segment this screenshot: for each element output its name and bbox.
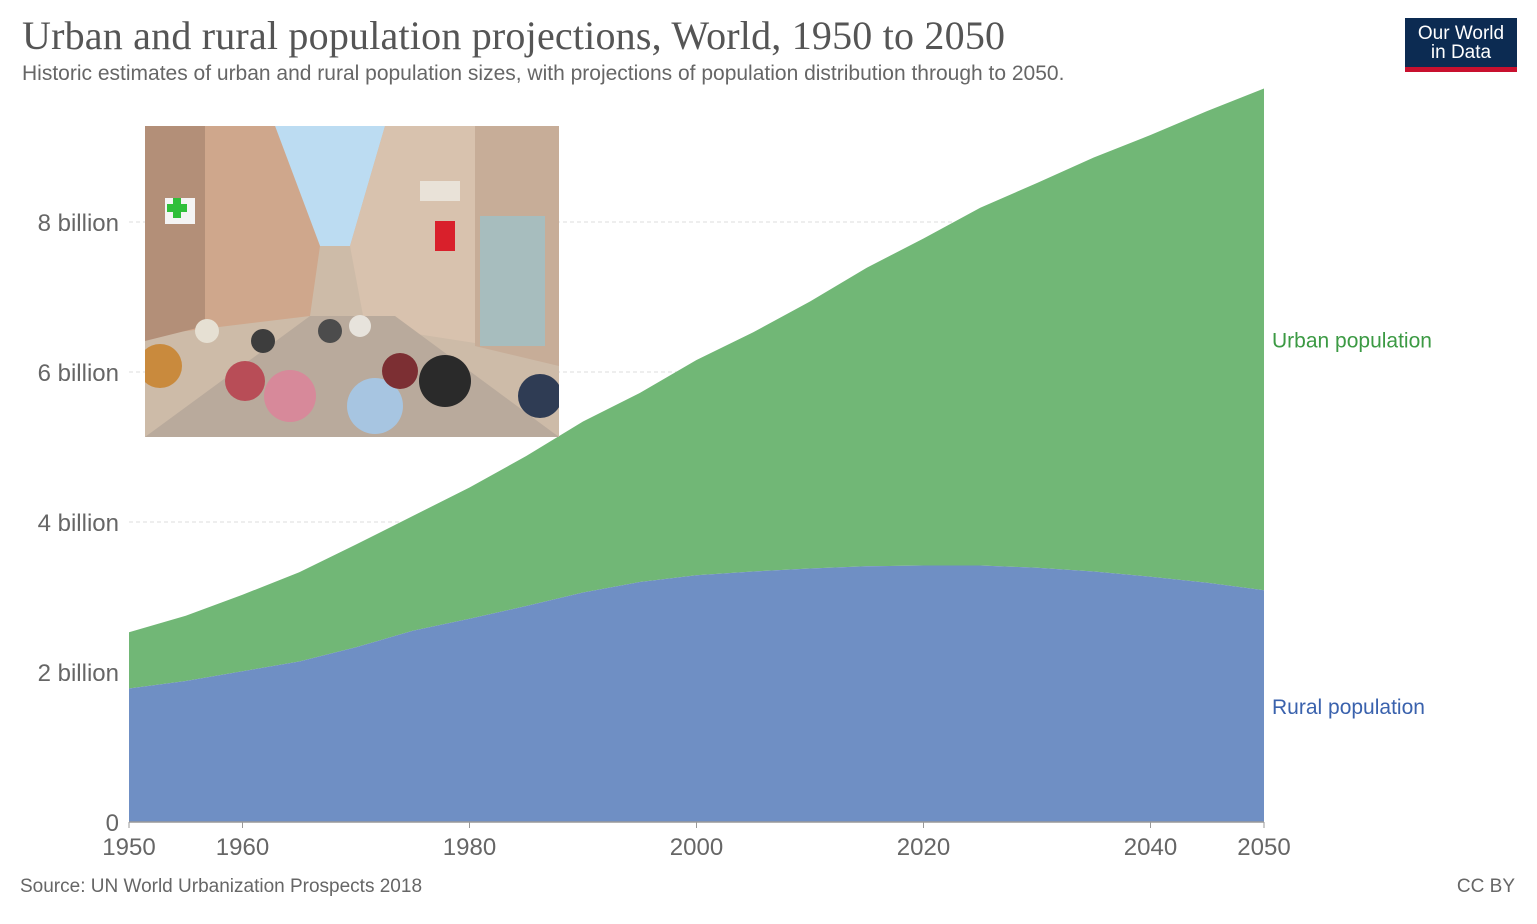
x-tick-label: 2000: [670, 834, 723, 861]
series-label-urban[interactable]: Urban population: [1272, 329, 1432, 352]
street-crowd-photo: [145, 126, 559, 437]
chart-subtitle: Historic estimates of urban and rural po…: [22, 62, 1065, 85]
urban-population-area[interactable]: [129, 88, 1264, 689]
x-tick-label: 2040: [1124, 834, 1177, 861]
y-tick-label: 2 billion: [38, 660, 119, 687]
x-tick-label: 2020: [897, 834, 950, 861]
chart-title: Urban and rural population projections, …: [22, 13, 1006, 58]
logo-line-2: in Data: [1430, 42, 1492, 63]
area-series: [129, 88, 1264, 823]
x-tick-label: 1980: [443, 834, 496, 861]
x-tick-label: 1960: [216, 834, 269, 861]
source-note: Source: UN World Urbanization Prospects …: [20, 876, 423, 897]
x-tick-label: 1950: [102, 834, 155, 861]
axes: 0 2 billion 4 billion 6 billion 8 billion 195…: [38, 210, 1291, 861]
y-tick-label: 8 billion: [38, 210, 119, 237]
series-label-rural[interactable]: Rural population: [1272, 696, 1425, 719]
logo-line-1: Our World: [1417, 23, 1505, 44]
y-tick-label: 4 billion: [38, 510, 119, 537]
area-chart: 0 2 billion 4 billion 6 billion 8 billion 195…: [38, 88, 1432, 861]
y-tick-label: 6 billion: [38, 360, 119, 387]
license-note[interactable]: CC BY: [1456, 876, 1515, 897]
owid-logo[interactable]: Our World in Data: [1405, 18, 1517, 72]
y-tick-label: 0: [106, 810, 119, 837]
x-tick-label: 2050: [1237, 834, 1290, 861]
rural-population-area[interactable]: [129, 565, 1264, 823]
series-labels: Rural population Urban population: [1272, 329, 1432, 719]
